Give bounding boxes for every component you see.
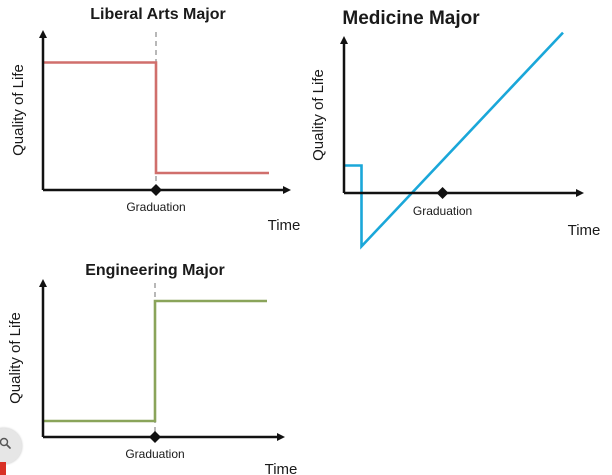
liberal-arts-series-line-0 <box>43 61 269 175</box>
engineering-diamond-marker-icon <box>149 431 161 443</box>
zoom-icon[interactable] <box>0 428 22 464</box>
liberal-arts-diamond-marker-icon <box>150 184 162 196</box>
liberal-arts-x-axis-label: Time <box>268 217 301 234</box>
liberal-arts-graduation-tick-label: Graduation <box>126 200 185 214</box>
engineering-chart-title: Engineering Major <box>85 262 225 279</box>
liberal-arts-y-axis-label: Quality of Life <box>10 64 27 156</box>
medicine-diamond-marker-icon <box>436 187 449 199</box>
engineering-series-line-0 <box>43 299 267 423</box>
medicine-graduation-tick-label: Graduation <box>413 204 472 218</box>
engineering-x-axis-label: Time <box>265 461 298 475</box>
engineering-y-axis-label: Quality of Life <box>7 312 24 404</box>
medicine-chart-title: Medicine Major <box>342 8 480 29</box>
zoom-glyph-icon <box>0 437 11 449</box>
medicine-series-line-0 <box>344 31 564 250</box>
medicine-x-axis-label: Time <box>568 222 601 239</box>
engineering-graduation-tick-label: Graduation <box>125 447 184 461</box>
medicine-y-axis-label: Quality of Life <box>310 69 327 161</box>
liberal-arts-chart-title: Liberal Arts Major <box>90 6 225 23</box>
corner-badge <box>0 462 6 475</box>
